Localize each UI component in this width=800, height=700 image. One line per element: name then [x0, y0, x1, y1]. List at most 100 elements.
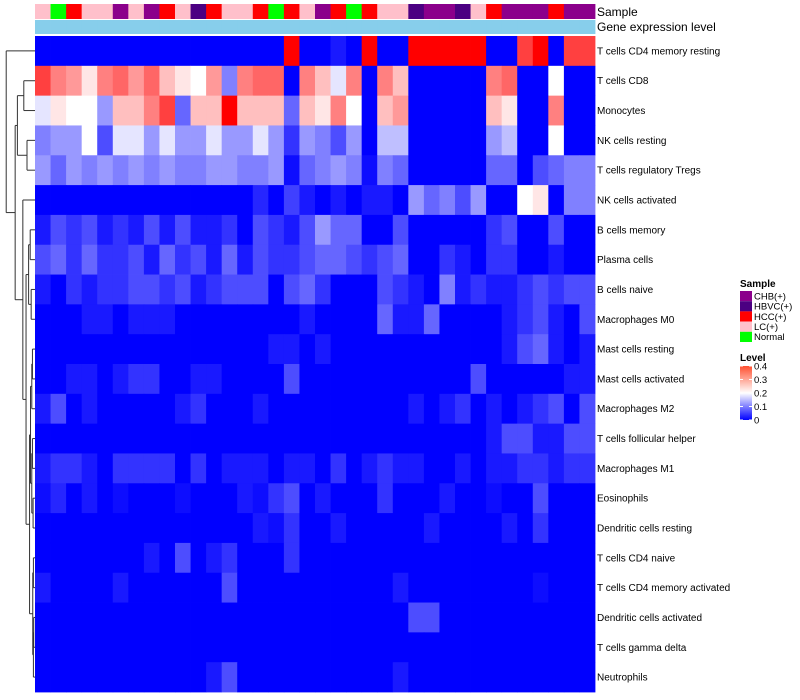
heatmap-cell	[159, 125, 176, 156]
heatmap-cell	[501, 214, 518, 246]
heatmap-cell	[128, 304, 145, 335]
heatmap-cell	[455, 95, 471, 126]
heatmap-cell	[35, 632, 51, 663]
heatmap-cell	[128, 125, 145, 156]
heatmap-cell	[532, 423, 549, 454]
heatmap-cell	[143, 185, 160, 216]
heatmap-cell	[377, 393, 394, 425]
heatmap-cell	[392, 36, 409, 67]
heatmap-cell	[361, 334, 378, 365]
heatmap-cell	[439, 274, 456, 305]
sample-annotation-cell	[97, 4, 114, 19]
expression-track-label: Gene expression level	[597, 20, 716, 34]
heatmap-cell	[190, 393, 207, 425]
heatmap-cell	[330, 483, 347, 514]
heatmap-cell	[50, 274, 67, 305]
heatmap-cell	[159, 304, 176, 335]
heatmap-cell	[50, 125, 67, 156]
legend-sample-title: Sample	[740, 279, 776, 290]
heatmap-cell	[252, 393, 269, 425]
expression-annotation-cell	[532, 20, 549, 34]
heatmap-cell	[439, 364, 456, 395]
heatmap-cell	[346, 36, 363, 67]
heatmap-cell	[252, 125, 269, 156]
heatmap-cell	[563, 453, 580, 484]
heatmap-cell	[159, 423, 176, 454]
heatmap-cell	[330, 364, 347, 395]
heatmap-cell	[175, 483, 191, 514]
heatmap-cell	[159, 36, 176, 67]
heatmap-cell	[408, 393, 425, 425]
heatmap-cell	[252, 274, 269, 305]
heatmap-cell	[50, 304, 67, 335]
heatmap-cell	[330, 65, 347, 97]
heatmap-cell	[237, 483, 254, 514]
heatmap-cell	[579, 214, 596, 246]
heatmap-cell	[299, 453, 316, 484]
heatmap-cell	[579, 244, 596, 275]
heatmap-cell	[579, 65, 596, 97]
heatmap-cell	[455, 453, 471, 484]
heatmap-cell	[35, 393, 51, 425]
heatmap-cell	[532, 542, 549, 574]
heatmap-cell	[190, 364, 207, 395]
heatmap-cell	[81, 244, 98, 275]
heatmap-cell	[159, 662, 176, 693]
heatmap-cell	[299, 662, 316, 693]
heatmap-cell	[423, 513, 440, 544]
heatmap-cell	[470, 274, 487, 305]
row-label: T cells regulatory Tregs	[597, 166, 701, 177]
heatmap-cell	[579, 632, 596, 663]
heatmap-cell	[97, 423, 114, 454]
heatmap-cell	[66, 632, 83, 663]
heatmap-cell	[501, 95, 518, 126]
heatmap-cell	[315, 36, 331, 67]
heatmap-cell	[175, 125, 191, 156]
heatmap-cell	[35, 125, 51, 156]
heatmap-cell	[97, 364, 114, 395]
heatmap-cell	[283, 65, 300, 97]
heatmap-cell	[50, 423, 67, 454]
heatmap-cell	[283, 453, 300, 484]
heatmap-cell	[252, 453, 269, 484]
expression-annotation-cell	[175, 20, 191, 34]
heatmap-cell	[35, 36, 51, 67]
heatmap-cell	[81, 513, 98, 544]
heatmap-cell	[159, 572, 176, 603]
expression-annotation-cell	[439, 20, 456, 34]
heatmap-cell	[97, 244, 114, 275]
heatmap-cell	[423, 244, 440, 275]
heatmap-cell	[501, 542, 518, 574]
heatmap-cell	[455, 393, 471, 425]
heatmap-cell	[330, 304, 347, 335]
heatmap-cell	[392, 214, 409, 246]
heatmap-cell	[299, 155, 316, 186]
sample-annotation-cell	[548, 4, 565, 19]
heatmap-cell	[268, 36, 285, 67]
heatmap-cell	[346, 364, 363, 395]
row-label: NK cells resting	[597, 136, 666, 147]
heatmap-cell	[112, 244, 129, 275]
heatmap-cell	[268, 214, 285, 246]
heatmap-cell	[66, 572, 83, 603]
heatmap-cell	[501, 393, 518, 425]
heatmap-cell	[268, 602, 285, 633]
heatmap-cell	[392, 125, 409, 156]
heatmap-cell	[346, 274, 363, 305]
heatmap-cell	[423, 214, 440, 246]
heatmap-cell	[361, 393, 378, 425]
heatmap-cell	[423, 542, 440, 574]
heatmap-cell	[237, 185, 254, 216]
heatmap-cell	[50, 662, 67, 693]
heatmap-cell	[439, 95, 456, 126]
heatmap-cell	[361, 274, 378, 305]
heatmap-cell	[221, 185, 238, 216]
heatmap-cell	[470, 662, 487, 693]
heatmap-cell	[268, 572, 285, 603]
heatmap-cell	[330, 513, 347, 544]
row-label: Neutrophils	[597, 673, 648, 684]
heatmap-cell	[143, 274, 160, 305]
heatmap-cell	[112, 65, 129, 97]
heatmap-cell	[50, 393, 67, 425]
heatmap-cell	[268, 65, 285, 97]
